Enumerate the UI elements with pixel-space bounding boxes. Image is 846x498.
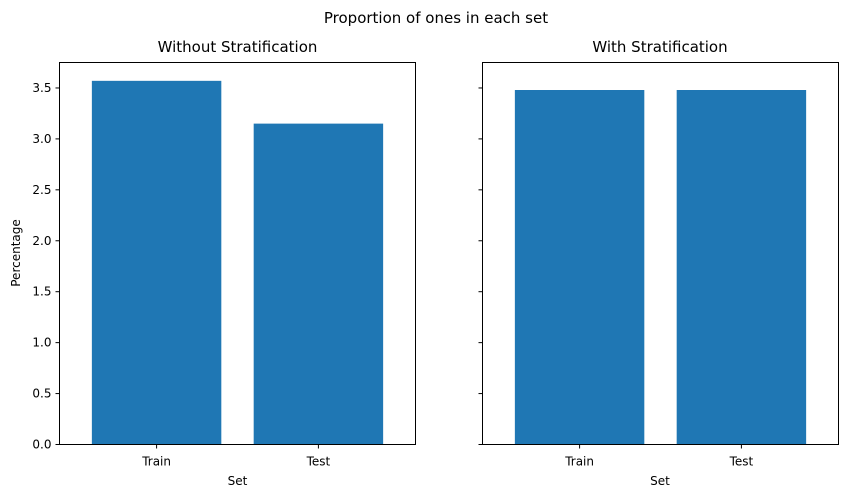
y-axis-label-without-stratification: Percentage [9, 219, 23, 287]
y-ticks-without-stratification: 0.0 0.5 1.0 1.5 2.0 2.5 3.0 3.5 [32, 81, 60, 452]
y-tick-label: 2.5 [32, 183, 51, 197]
y-tick-label: 2.0 [32, 234, 51, 248]
x-ticks-with-stratification: Train Test [564, 444, 754, 469]
bars-with-stratification [514, 90, 807, 445]
y-tick-label: 1.5 [32, 285, 51, 299]
y-tick-label: 3.5 [32, 81, 51, 95]
bar-test [676, 90, 807, 445]
y-tick-label: 0.5 [32, 387, 51, 401]
plot-frame-without-stratification [59, 62, 416, 445]
x-tick-label-test: Test [729, 455, 754, 469]
x-ticks-without-stratification: Train Test [141, 444, 331, 469]
y-tick-label: 0.0 [32, 438, 51, 452]
y-ticks-with-stratification [478, 87, 483, 445]
subplot-title-without-stratification: Without Stratification [158, 38, 318, 56]
bar-test [253, 123, 384, 445]
bar-train [514, 90, 645, 445]
bars-without-stratification [91, 80, 384, 445]
plot-frame-with-stratification [482, 62, 839, 445]
x-tick-label-train: Train [141, 455, 171, 469]
figure-title: Proportion of ones in each set [324, 9, 548, 27]
subplot-title-with-stratification: With Stratification [592, 38, 727, 56]
x-tick-label-test: Test [306, 455, 331, 469]
x-axis-label-without-stratification: Set [228, 474, 248, 488]
subplot-with-stratification: With Stratification Train Test Set [478, 38, 839, 488]
subplot-without-stratification: Without Stratification 0.0 0.5 1.0 1.5 2.0 2.… [9, 38, 416, 488]
bar-train [91, 80, 222, 445]
x-tick-label-train: Train [564, 455, 594, 469]
x-axis-label-with-stratification: Set [650, 474, 670, 488]
y-tick-label: 1.0 [32, 336, 51, 350]
y-tick-label: 3.0 [32, 132, 51, 146]
